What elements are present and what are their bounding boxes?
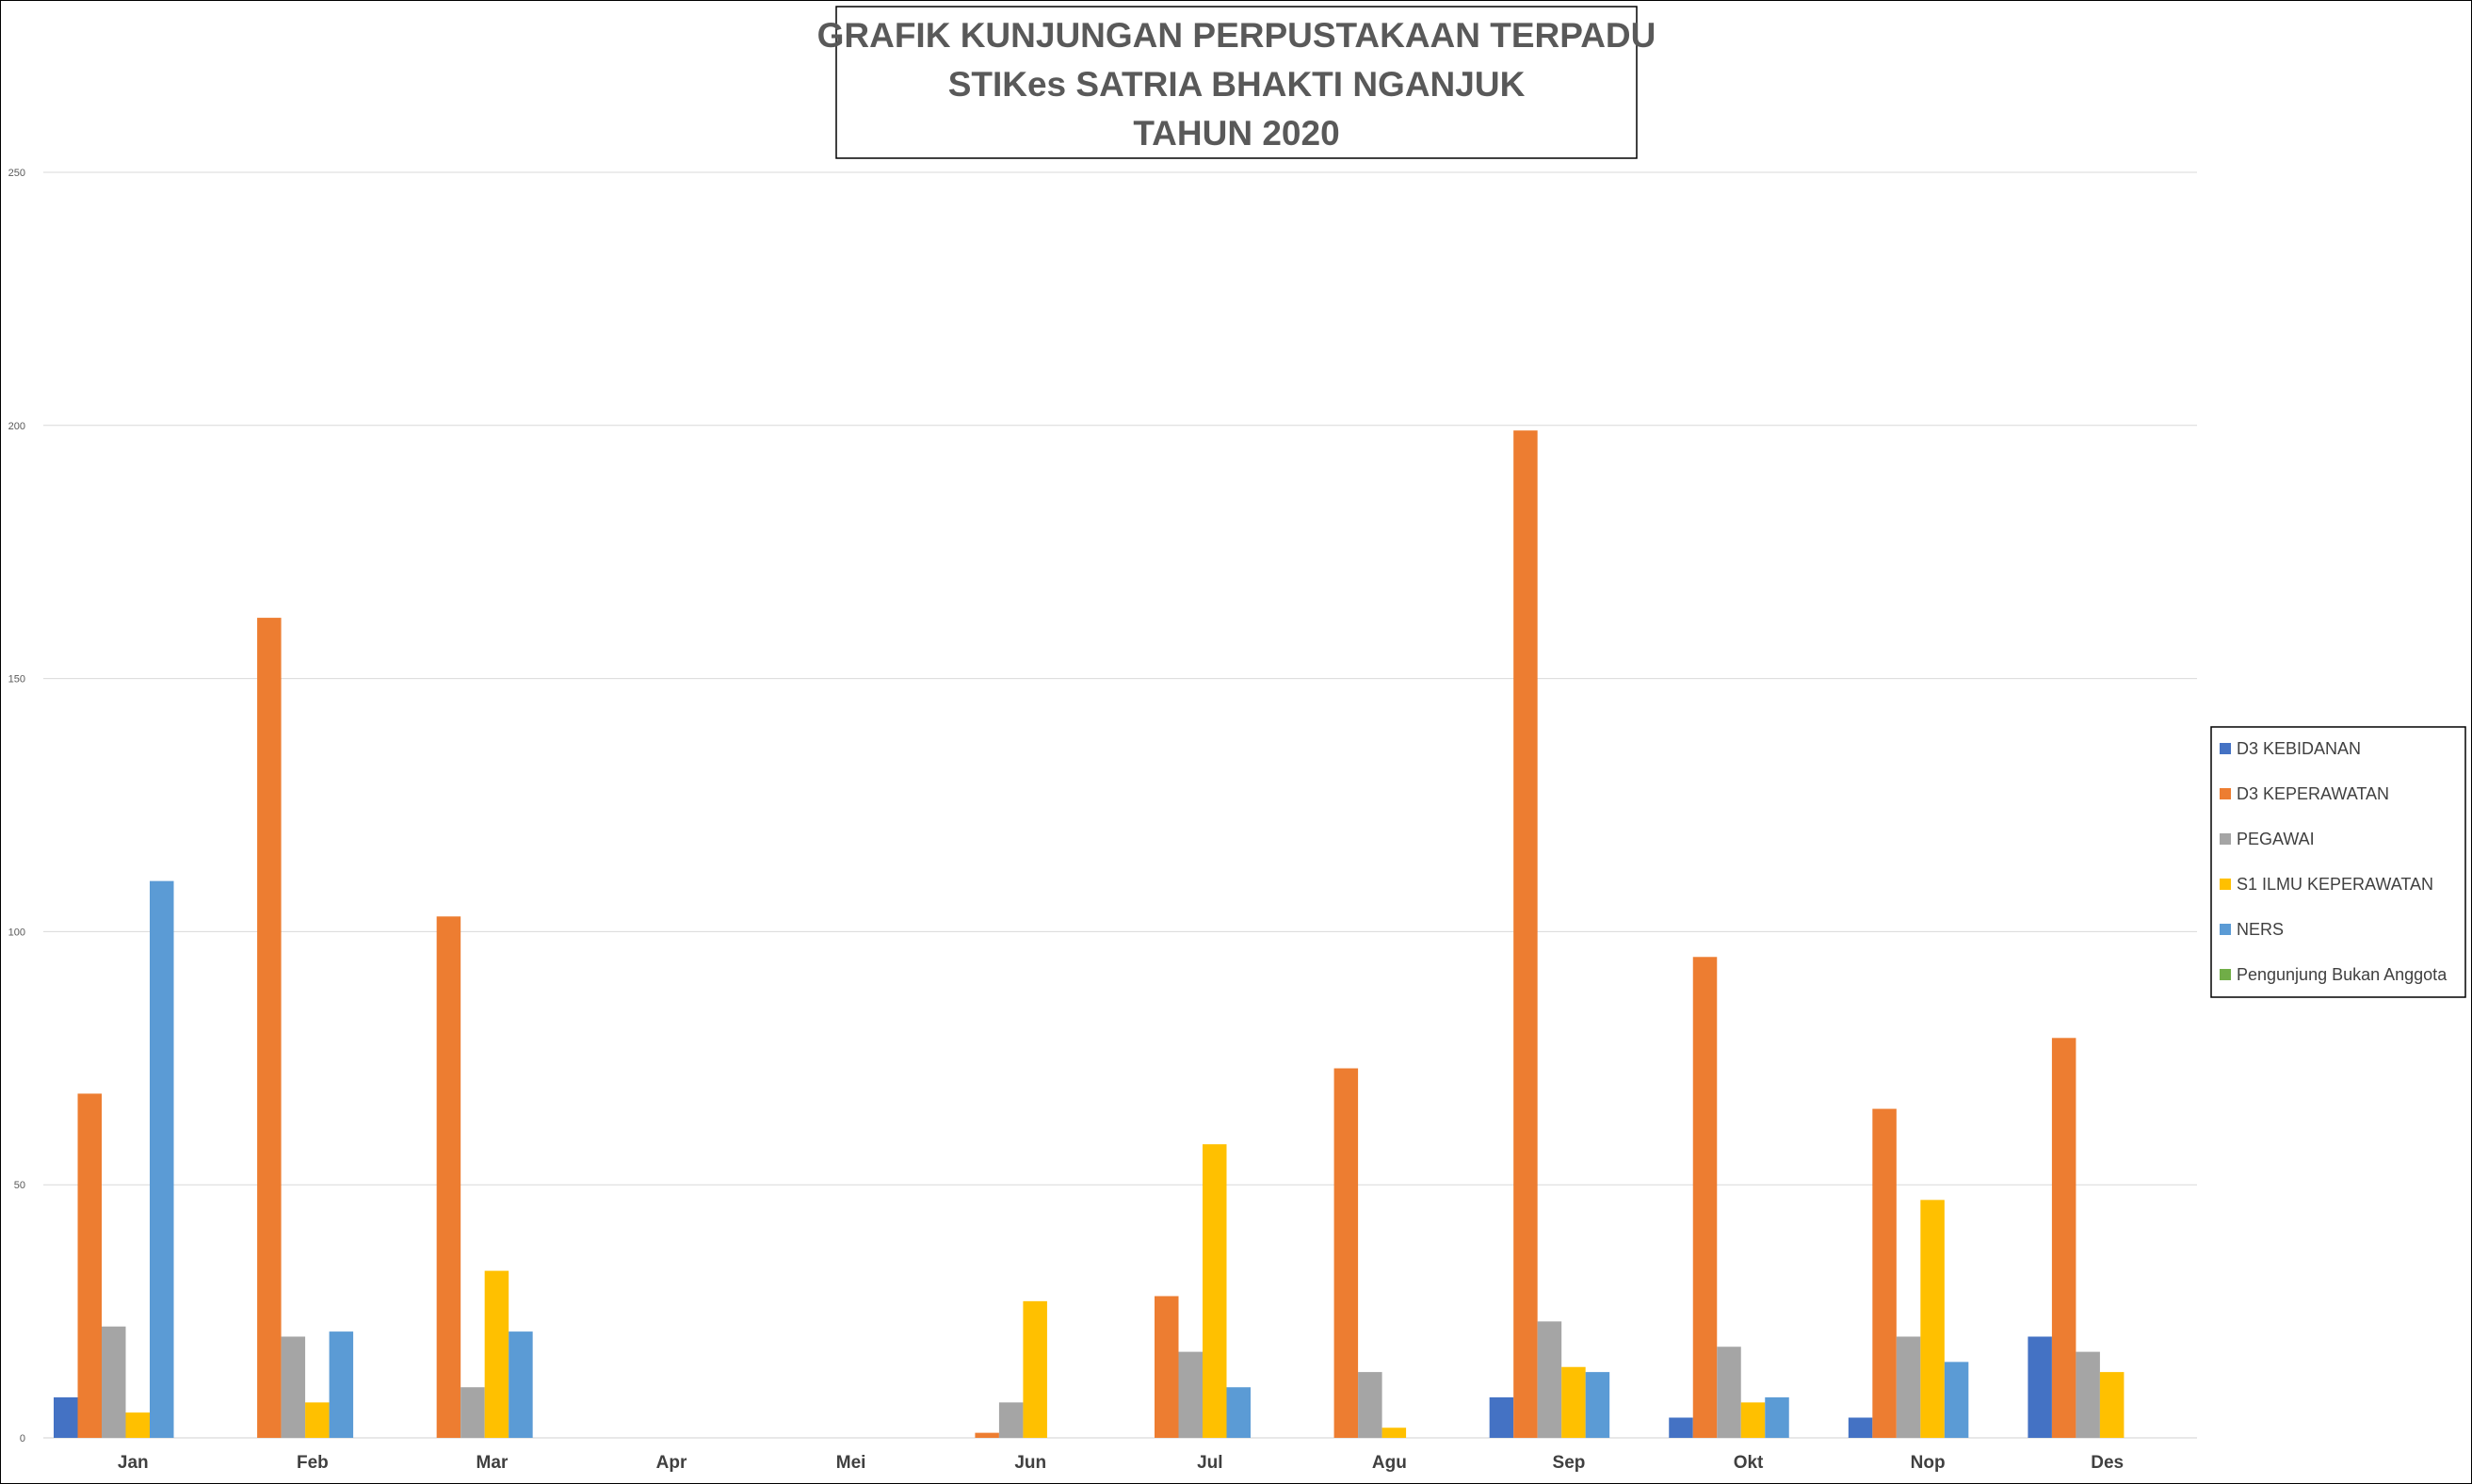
chart-title-line-3: TAHUN 2020 bbox=[1133, 114, 1339, 153]
legend-label: Pengunjung Bukan Anggota bbox=[2237, 965, 2448, 984]
chart-title-line-2: STIKes SATRIA BHAKTI NGANJUK bbox=[948, 65, 1526, 104]
bar-pegawai-feb bbox=[281, 1336, 306, 1438]
x-tick-label: Apr bbox=[656, 1453, 687, 1473]
legend-swatch bbox=[2220, 924, 2231, 935]
bars bbox=[54, 430, 2125, 1438]
bar-d3-keperawatan-jan bbox=[77, 1093, 102, 1438]
bar-pegawai-okt bbox=[1717, 1347, 1741, 1438]
bar-d3-kebidanan-des bbox=[2028, 1336, 2052, 1438]
legend-swatch bbox=[2220, 879, 2231, 890]
legend: D3 KEBIDANAN D3 KEPERAWATAN PEGAWAI S1 ILMU… bbox=[2220, 739, 2448, 984]
bar-pegawai-nop bbox=[1896, 1336, 1921, 1438]
bar-ners-okt bbox=[1765, 1396, 1789, 1438]
bar-d3-keperawatan-jul bbox=[1155, 1296, 1179, 1438]
bar-s1-ilmu-keperawatan-mar bbox=[484, 1270, 509, 1438]
bar-d3-keperawatan-sep bbox=[1513, 430, 1538, 1438]
bar-d3-kebidanan-okt bbox=[1669, 1417, 1693, 1438]
x-tick-label: Sep bbox=[1553, 1453, 1586, 1473]
bar-d3-kebidanan-nop bbox=[1848, 1417, 1873, 1438]
y-tick-label: 0 bbox=[20, 1433, 25, 1444]
bar-ners-jan bbox=[150, 880, 174, 1438]
legend-swatch bbox=[2220, 969, 2231, 980]
bar-d3-keperawatan-agu bbox=[1333, 1068, 1359, 1438]
y-tick-label: 150 bbox=[8, 674, 25, 686]
x-tick-label: Mei bbox=[836, 1453, 866, 1473]
x-tick-label: Mar bbox=[477, 1453, 509, 1473]
legend-label: D3 KEPERAWATAN bbox=[2237, 784, 2389, 803]
bar-d3-keperawatan-feb bbox=[257, 618, 282, 1438]
bar-s1-ilmu-keperawatan-agu bbox=[1381, 1428, 1407, 1438]
gridlines bbox=[43, 171, 2197, 1439]
legend-swatch bbox=[2220, 833, 2231, 845]
bar-s1-ilmu-keperawatan-des bbox=[2099, 1372, 2125, 1438]
bar-s1-ilmu-keperawatan-jul bbox=[1203, 1144, 1227, 1438]
x-tick-label: Des bbox=[2091, 1453, 2124, 1473]
bar-s1-ilmu-keperawatan-sep bbox=[1561, 1366, 1586, 1438]
legend-label: D3 KEBIDANAN bbox=[2237, 739, 2361, 758]
x-tick-label: Agu bbox=[1372, 1453, 1407, 1473]
x-tick-label: Jul bbox=[1197, 1453, 1222, 1473]
bar-ners-nop bbox=[1944, 1362, 1969, 1438]
bar-d3-keperawatan-des bbox=[2051, 1038, 2076, 1438]
y-tick-label: 200 bbox=[8, 421, 25, 432]
bar-pegawai-agu bbox=[1358, 1372, 1382, 1438]
bar-ners-feb bbox=[329, 1331, 354, 1438]
bar-d3-kebidanan-sep bbox=[1489, 1396, 1514, 1438]
legend-label: NERS bbox=[2237, 920, 2284, 939]
x-tick-label: Okt bbox=[1734, 1453, 1764, 1473]
y-axis-ticks: 0 50 100 150 200 250 bbox=[8, 168, 25, 1444]
bar-s1-ilmu-keperawatan-feb bbox=[305, 1402, 330, 1438]
legend-swatch bbox=[2220, 788, 2231, 799]
bar-s1-ilmu-keperawatan-okt bbox=[1740, 1402, 1766, 1438]
legend-box bbox=[2210, 726, 2466, 998]
bar-pegawai-des bbox=[2076, 1351, 2100, 1438]
bar-d3-kebidanan-jan bbox=[54, 1396, 78, 1438]
x-tick-label: Feb bbox=[297, 1453, 329, 1473]
bar-s1-ilmu-keperawatan-jan bbox=[125, 1412, 150, 1438]
legend-label: S1 ILMU KEPERAWATAN bbox=[2237, 875, 2433, 894]
title-box bbox=[835, 6, 1638, 159]
bar-ners-jul bbox=[1226, 1387, 1251, 1438]
y-tick-label: 100 bbox=[8, 927, 25, 938]
bar-s1-ilmu-keperawatan-nop bbox=[1920, 1200, 1945, 1438]
legend-swatch bbox=[2220, 743, 2231, 754]
bar-d3-keperawatan-mar bbox=[436, 916, 461, 1438]
x-tick-label: Jan bbox=[118, 1453, 149, 1473]
y-tick-label: 50 bbox=[14, 1180, 25, 1191]
legend-label: PEGAWAI bbox=[2237, 830, 2315, 848]
bar-d3-keperawatan-nop bbox=[1872, 1108, 1897, 1438]
bar-pegawai-jul bbox=[1178, 1351, 1203, 1438]
bar-ners-mar bbox=[509, 1331, 533, 1438]
bar-d3-keperawatan-okt bbox=[1692, 957, 1718, 1438]
chart-title-line-1: GRAFIK KUNJUNGAN PERPUSTAKAAN TERPADU bbox=[817, 16, 1656, 55]
bar-pegawai-mar bbox=[460, 1387, 485, 1438]
bar-ners-sep bbox=[1585, 1372, 1610, 1438]
bar-pegawai-jan bbox=[102, 1326, 126, 1438]
bar-pegawai-sep bbox=[1537, 1321, 1562, 1438]
bar-s1-ilmu-keperawatan-jun bbox=[1023, 1300, 1047, 1438]
bar-d3-keperawatan-jun bbox=[975, 1432, 999, 1438]
y-tick-label: 250 bbox=[8, 168, 25, 179]
bar-pegawai-jun bbox=[998, 1402, 1024, 1438]
x-axis-labels: Jan Feb Mar Apr Mei Jun Jul Agu Sep Okt Nop Des bbox=[118, 1453, 2124, 1473]
x-tick-label: Nop bbox=[1911, 1453, 1946, 1473]
x-tick-label: Jun bbox=[1014, 1453, 1046, 1473]
